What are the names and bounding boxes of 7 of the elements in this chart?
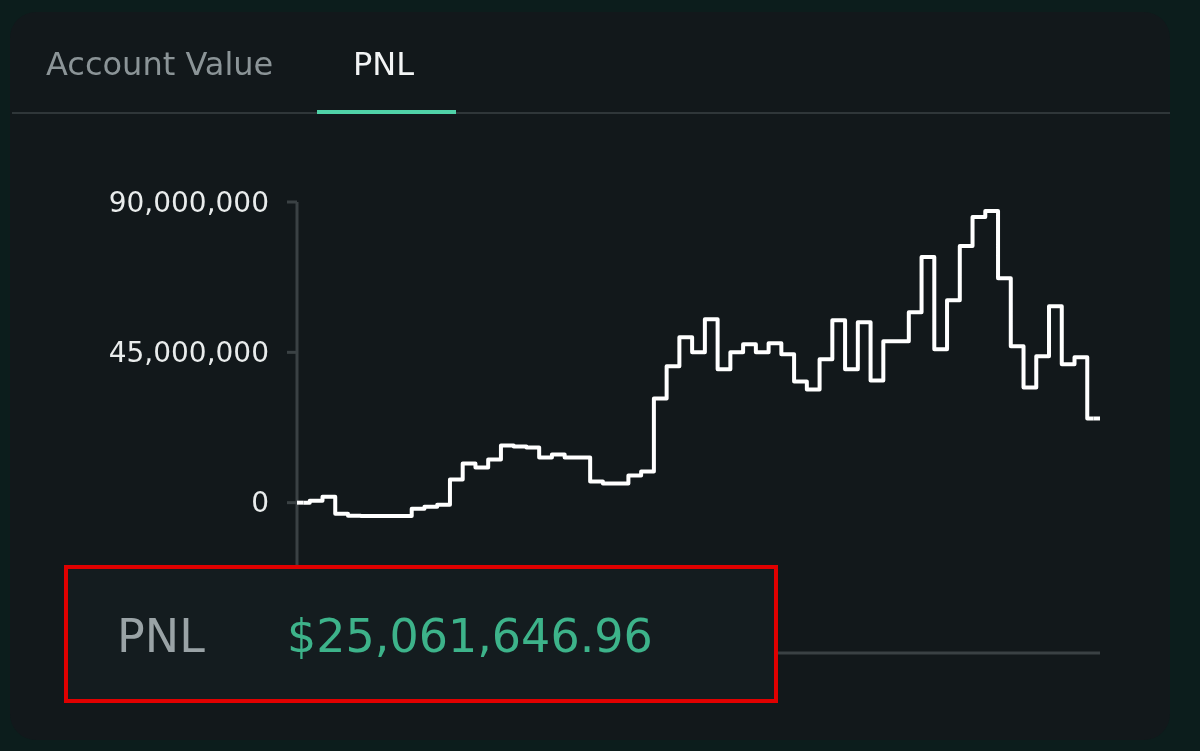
text: Account Value — [46, 45, 274, 83]
y-tick-label: 0 — [251, 486, 269, 520]
text: PNL — [117, 609, 206, 663]
annotation: $25,061,646.96 — [287, 609, 653, 663]
y-tick-label: 90,000,000 — [108, 185, 269, 219]
text: PNL — [353, 45, 415, 83]
y-tick-label: 45,000,000 — [108, 336, 269, 370]
